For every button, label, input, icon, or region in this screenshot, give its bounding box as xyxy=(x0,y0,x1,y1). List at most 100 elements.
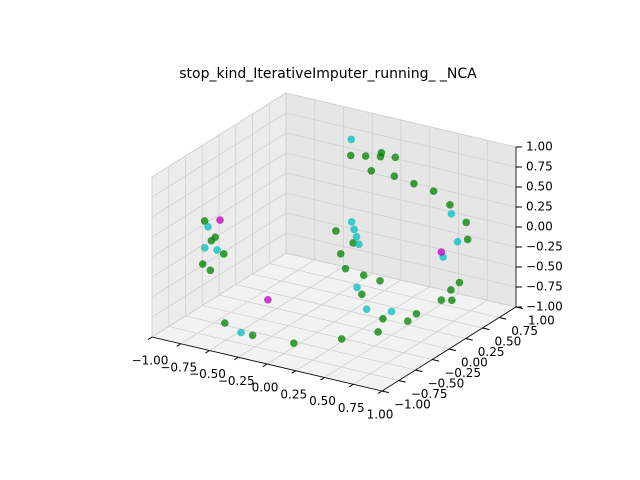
z-tick-label: −0.25 xyxy=(526,240,563,254)
z-grid-line xyxy=(151,252,287,338)
z-grid-line xyxy=(285,252,517,308)
x-tick-label: −0.25 xyxy=(218,374,255,388)
data-point xyxy=(198,260,207,268)
data-point xyxy=(204,223,212,231)
y-tick-label: 1.00 xyxy=(528,314,555,328)
data-point xyxy=(374,328,382,336)
data-point xyxy=(221,319,229,327)
y-tick-label: 0.75 xyxy=(511,324,538,338)
y-tick xyxy=(482,327,490,331)
chart-title: stop_kind_IterativeImputer_running_ _NCA xyxy=(179,66,477,82)
y-tick-label: 0.25 xyxy=(478,345,505,359)
y-grid-line xyxy=(218,294,450,350)
data-point xyxy=(347,135,356,144)
x-tick xyxy=(262,363,268,367)
x-tick-label: 0.75 xyxy=(338,401,365,415)
y-tick xyxy=(448,348,457,352)
data-point xyxy=(200,217,209,225)
x-tick xyxy=(291,370,297,374)
z-grid-line xyxy=(151,92,287,178)
data-point xyxy=(390,172,399,180)
data-point xyxy=(213,246,221,254)
z-grid-line xyxy=(151,132,287,218)
z-grid-line xyxy=(151,152,287,238)
x-tick xyxy=(205,350,210,354)
z-grid-line xyxy=(285,192,517,248)
x-tick xyxy=(320,377,325,381)
x-tick xyxy=(147,336,153,340)
x-tick-label: 0.25 xyxy=(280,387,307,401)
data-point xyxy=(349,239,357,247)
data-point xyxy=(404,317,412,325)
z-grid-line xyxy=(285,232,517,288)
y-grid-line xyxy=(269,263,500,318)
data-point xyxy=(337,335,346,343)
z-grid-line xyxy=(285,112,517,168)
data-point xyxy=(448,296,456,305)
data-point xyxy=(341,264,350,273)
data-point xyxy=(437,248,446,256)
z-tick-label: 1.00 xyxy=(526,140,553,154)
z-grid-line xyxy=(151,232,287,318)
z-grid-line xyxy=(151,192,287,278)
data-point xyxy=(336,250,345,258)
z-grid-line xyxy=(285,152,517,208)
z-grid-line xyxy=(285,132,517,188)
z-grid-line xyxy=(151,212,287,298)
y-axis-line xyxy=(381,306,517,392)
z-tick-label: −0.50 xyxy=(526,260,563,274)
y-tick-label: −0.50 xyxy=(428,377,465,391)
x-tick-label: 0.50 xyxy=(309,394,336,408)
y-tick-label: −0.25 xyxy=(444,366,481,380)
data-point xyxy=(437,296,446,304)
data-point xyxy=(237,328,245,337)
z-grid-line xyxy=(151,172,287,258)
x-tick xyxy=(377,390,383,394)
x-tick xyxy=(233,356,239,361)
data-point xyxy=(346,151,355,160)
y-tick-label: 0.50 xyxy=(495,335,522,349)
data-point xyxy=(206,266,215,275)
data-point xyxy=(216,216,224,224)
y-tick xyxy=(415,369,423,373)
x-tick-label: −1.00 xyxy=(132,354,169,368)
data-point xyxy=(290,339,298,348)
data-point xyxy=(463,235,472,244)
y-grid-line xyxy=(252,273,483,329)
data-point xyxy=(211,233,219,241)
z-tick-label: −0.75 xyxy=(526,280,563,294)
data-point xyxy=(462,218,471,227)
data-point xyxy=(362,305,371,314)
x-tick xyxy=(348,383,354,388)
y-tick-label: −1.00 xyxy=(394,398,431,412)
y-tick xyxy=(499,317,507,320)
data-point xyxy=(376,277,384,285)
data-point xyxy=(387,307,396,316)
data-point xyxy=(379,315,387,323)
data-point xyxy=(332,227,340,235)
y-tick-label: 0.00 xyxy=(461,356,488,370)
x-tick-label: 0.00 xyxy=(252,381,279,395)
z-grid-line xyxy=(285,92,517,148)
data-point xyxy=(455,278,464,287)
z-tick-label: 0.00 xyxy=(526,220,553,234)
data-point xyxy=(200,244,209,252)
z-grid-line xyxy=(285,172,517,228)
y-tick xyxy=(398,380,406,383)
data-point xyxy=(377,148,386,157)
data-point xyxy=(447,286,455,294)
data-point xyxy=(353,283,361,292)
data-point xyxy=(412,310,421,318)
y-grid-line xyxy=(235,284,466,339)
data-point xyxy=(367,167,376,175)
data-point xyxy=(410,179,418,188)
data-point xyxy=(446,201,454,209)
data-point xyxy=(429,187,438,195)
data-point xyxy=(361,152,370,160)
data-point xyxy=(447,210,456,218)
y-tick xyxy=(465,338,473,341)
y-grid-line xyxy=(168,326,399,381)
data-point xyxy=(352,233,361,241)
z-tick-label: −1.00 xyxy=(526,300,563,314)
